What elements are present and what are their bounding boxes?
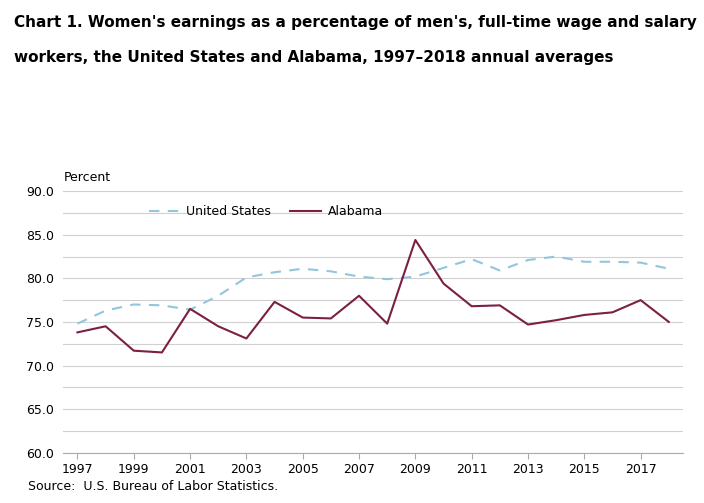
Alabama <box>158 350 166 356</box>
Legend: United States, Alabama: United States, Alabama <box>144 200 388 223</box>
Text: Chart 1. Women's earnings as a percentage of men's, full-time wage and salary: Chart 1. Women's earnings as a percentag… <box>14 15 697 30</box>
United States <box>130 301 138 307</box>
Alabama <box>270 299 279 305</box>
Alabama <box>665 319 673 325</box>
United States <box>467 256 476 262</box>
Alabama <box>524 321 532 327</box>
Alabama <box>73 329 82 336</box>
United States <box>439 265 448 271</box>
United States <box>580 259 589 265</box>
Alabama <box>186 306 194 312</box>
Alabama <box>467 303 476 309</box>
Alabama <box>327 315 335 321</box>
Alabama <box>355 293 363 299</box>
Line: United States: United States <box>77 257 669 323</box>
United States <box>270 269 279 275</box>
Alabama <box>242 336 251 342</box>
Alabama <box>101 323 110 329</box>
United States <box>298 266 307 272</box>
United States <box>665 266 673 272</box>
United States <box>552 254 560 260</box>
United States <box>158 302 166 308</box>
Alabama <box>496 302 504 308</box>
United States <box>214 293 222 299</box>
Alabama <box>298 314 307 320</box>
United States <box>73 320 82 326</box>
Text: workers, the United States and Alabama, 1997–2018 annual averages: workers, the United States and Alabama, … <box>14 50 614 65</box>
Alabama <box>636 297 645 303</box>
Line: Alabama: Alabama <box>77 240 669 353</box>
Alabama <box>439 281 448 287</box>
United States <box>496 268 504 274</box>
United States <box>355 274 363 280</box>
United States <box>242 275 251 281</box>
United States <box>186 307 194 313</box>
Alabama <box>411 237 420 243</box>
Alabama <box>552 317 560 323</box>
Alabama <box>383 320 391 326</box>
United States <box>636 260 645 266</box>
United States <box>101 307 110 313</box>
United States <box>327 268 335 274</box>
United States <box>524 257 532 263</box>
United States <box>608 259 617 265</box>
Alabama <box>608 309 617 315</box>
Alabama <box>130 348 138 354</box>
Text: Percent: Percent <box>63 171 111 184</box>
United States <box>411 274 420 280</box>
United States <box>383 276 391 282</box>
Text: Source:  U.S. Bureau of Labor Statistics.: Source: U.S. Bureau of Labor Statistics. <box>28 480 278 493</box>
Alabama <box>214 323 222 329</box>
Alabama <box>580 312 589 318</box>
